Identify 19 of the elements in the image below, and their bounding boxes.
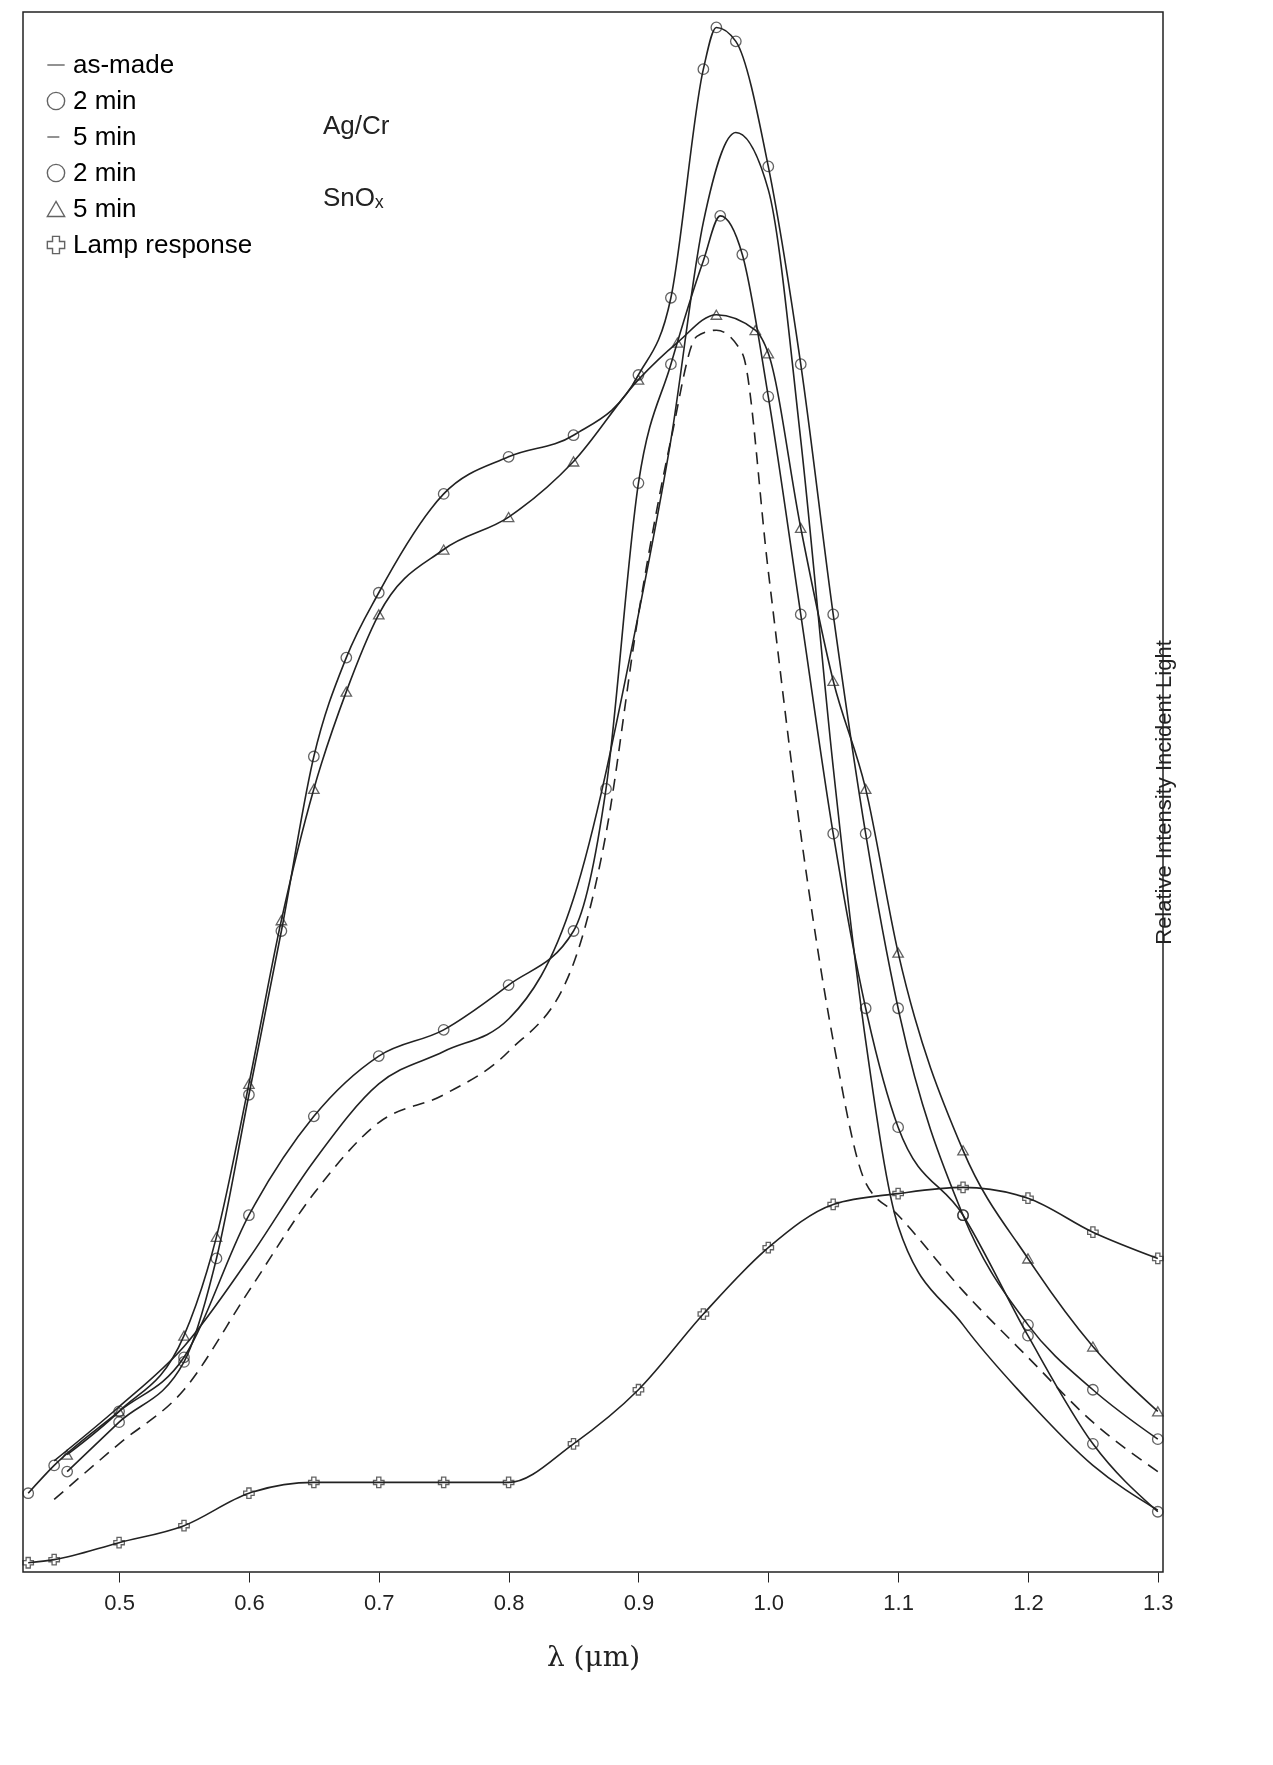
x-tick-label: 1.2: [1013, 1589, 1044, 1615]
x-tick-label: 0.9: [623, 1589, 655, 1615]
x-tick-label: 0.7: [363, 1589, 395, 1615]
x-tick-label: 0.6: [234, 1589, 265, 1615]
legend-label: 5 min: [73, 121, 137, 151]
legend-label: 5 min: [73, 193, 137, 223]
x-tick-label: 0.5: [104, 1589, 135, 1615]
x-tick-label: 1.1: [883, 1589, 914, 1615]
x-tick-label: 1.3: [1143, 1589, 1174, 1615]
legend-label: 2 min: [73, 157, 137, 187]
x-tick-label: 1.0: [753, 1589, 785, 1615]
x-tick-label: 0.8: [493, 1589, 525, 1615]
legend-label: 2 min: [73, 85, 137, 115]
annotation: SnOₓ: [323, 182, 385, 212]
y-axis-title: Relative Intensity Incident Light: [1150, 640, 1176, 945]
x-axis-title: λ (μm): [546, 1639, 641, 1673]
annotation: Ag/Cr: [323, 110, 390, 140]
legend-label: Lamp response: [73, 229, 253, 259]
legend-label: as-made: [73, 49, 175, 79]
